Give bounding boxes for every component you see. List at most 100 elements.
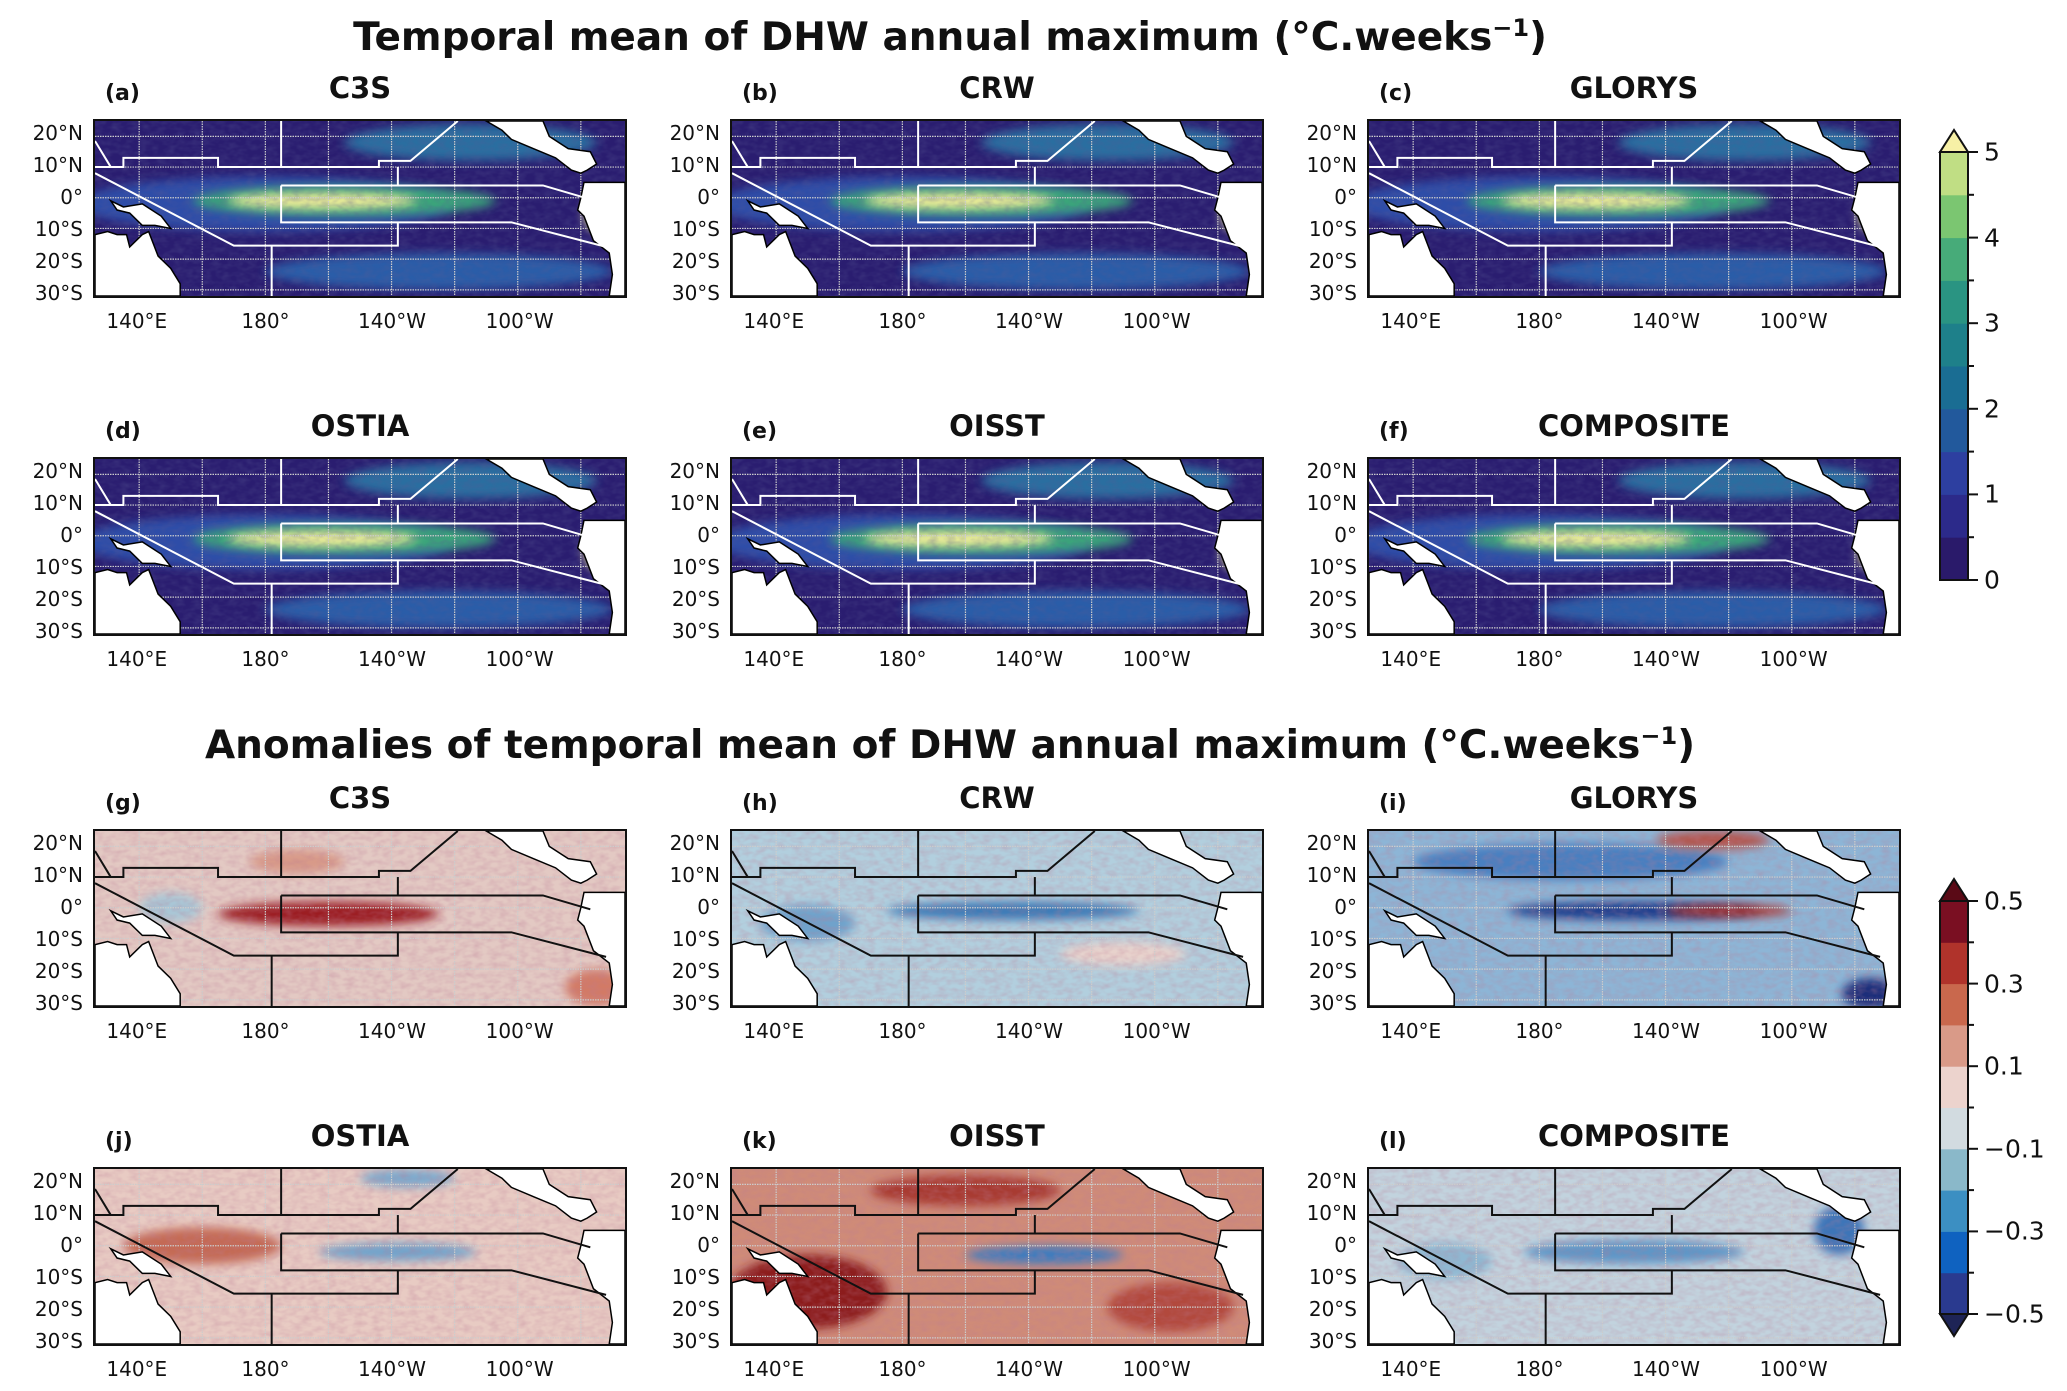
lon-tick-label: 180° [878,1019,927,1043]
lat-tick-label: 10°N [32,863,83,888]
region-boundary [95,1189,111,1215]
region-boundary [95,1221,398,1293]
land [732,942,817,1006]
lon-tick-label: 140°E [106,1357,168,1381]
region-boundary [1369,831,1732,877]
land [1385,911,1445,939]
title-text: Anomalies of temporal mean of DHW annual… [204,723,1641,768]
region-boundary [1555,1233,1880,1294]
lat-tick-label: 20°S [34,586,83,611]
region-boundary [95,511,398,583]
land [1760,1169,1870,1221]
lat-tick-label: 30°S [1308,990,1357,1015]
region-boundary [95,883,398,955]
region-boundary [1369,883,1672,955]
colorbar-bin [1940,942,1968,985]
lon-tick-label: 100°W [485,1019,554,1043]
land [732,1280,817,1344]
map-panel-oisst: (k) OISST 20°N 10°N 0° 10°S 20°S 30°S 140°E 180°… [670,1119,1264,1381]
land [1215,182,1262,296]
region-boundary [732,121,1095,167]
region-boundary [1369,851,1385,877]
lat-tick-label: 10°S [671,555,720,580]
land [1369,570,1454,634]
title-exponent: −1 [1492,14,1530,42]
lon-tick-label: 140°E [743,1019,805,1043]
region-boundary [918,1233,1227,1247]
lon-tick-label: 140°W [358,647,427,671]
region-boundary [1555,185,1864,199]
region-boundary [95,459,458,505]
map-heatmap [93,1167,627,1346]
region-boundary [1369,121,1732,167]
region-boundary [732,831,1095,877]
lat-tick-label: 0° [1334,523,1357,548]
lat-tick-label: 10°N [1306,1201,1357,1226]
colorbar-extend-min [1938,1313,1970,1338]
region-boundary [732,173,1035,245]
region-boundary [281,185,590,199]
land [1385,539,1445,567]
land [1369,942,1454,1006]
colorbar-bin [1940,323,1968,367]
colorbar-bin [1940,1148,1968,1191]
region-boundary [1369,141,1385,167]
land [111,1249,171,1277]
lat-tick-label: 10°N [669,863,720,888]
lat-tick-label: 10°S [34,555,83,580]
region-boundary [95,121,458,167]
region-boundary [918,185,1227,199]
region-boundary [918,523,1243,584]
lat-tick-label: 10°S [34,927,83,952]
lat-tick-label: 0° [1334,185,1357,210]
panel-label: (j) [105,1129,133,1154]
panel-title: CRW [959,71,1035,105]
colorbar-bin [1940,1024,1968,1067]
colorbar-bin [1940,1231,1968,1274]
map-heatmap [1367,457,1901,636]
lat-tick-label: 20°N [669,121,720,146]
lat-tick-label: 10°N [669,1201,720,1226]
map-panel-c3s: (a) C3S 20°N 10°N 0° 10°S 20°S 30°S 140°E 180° 14… [33,71,627,333]
panel-title: OSTIA [310,1119,410,1153]
lat-tick-label: 20°S [34,958,83,983]
lat-tick-label: 20°S [34,248,83,273]
colorbar-bin [1940,494,1968,538]
land [111,539,171,567]
lon-tick-label: 140°W [358,1019,427,1043]
lon-tick-label: 100°W [1759,309,1828,333]
map-panel-crw: (h) CRW 20°N 10°N 0° 10°S 20°S 30°S 140°E 180° 14… [670,781,1264,1043]
colorbar-bin [1940,537,1968,581]
land [578,1230,625,1344]
colorbar-bin [1940,901,1968,943]
colorbar-bin [1940,451,1968,495]
map-heatmap [1367,119,1901,298]
land [578,520,625,634]
lat-tick-label: 10°S [1308,927,1357,952]
region-boundary [95,173,398,245]
panel-title: OISST [949,409,1045,443]
map-heatmap [93,829,627,1008]
lat-tick-label: 10°S [1308,555,1357,580]
region-boundary [1555,895,1880,956]
region-boundary [281,895,590,909]
region-boundary [1369,479,1385,505]
region-boundary [918,185,1243,246]
land [732,570,817,634]
panel-title: COMPOSITE [1538,1119,1730,1153]
colorbar-extend-max [1938,128,1970,153]
lat-tick-label: 30°S [34,990,83,1015]
colorbar-extend-max [1938,877,1970,902]
region-boundary [281,523,590,537]
land [748,911,808,939]
colorbar-tick-label: −0.5 [1984,1299,2045,1329]
land [486,831,596,883]
lon-tick-label: 100°W [485,309,554,333]
lat-tick-label: 0° [60,185,83,210]
colorbar-tick-label: 3 [1984,308,2000,338]
lat-tick-label: 0° [60,895,83,920]
colorbar-tick-label: −0.3 [1984,1216,2045,1246]
lat-tick-label: 10°N [32,491,83,516]
land [1760,121,1870,173]
lat-tick-label: 30°S [671,280,720,305]
